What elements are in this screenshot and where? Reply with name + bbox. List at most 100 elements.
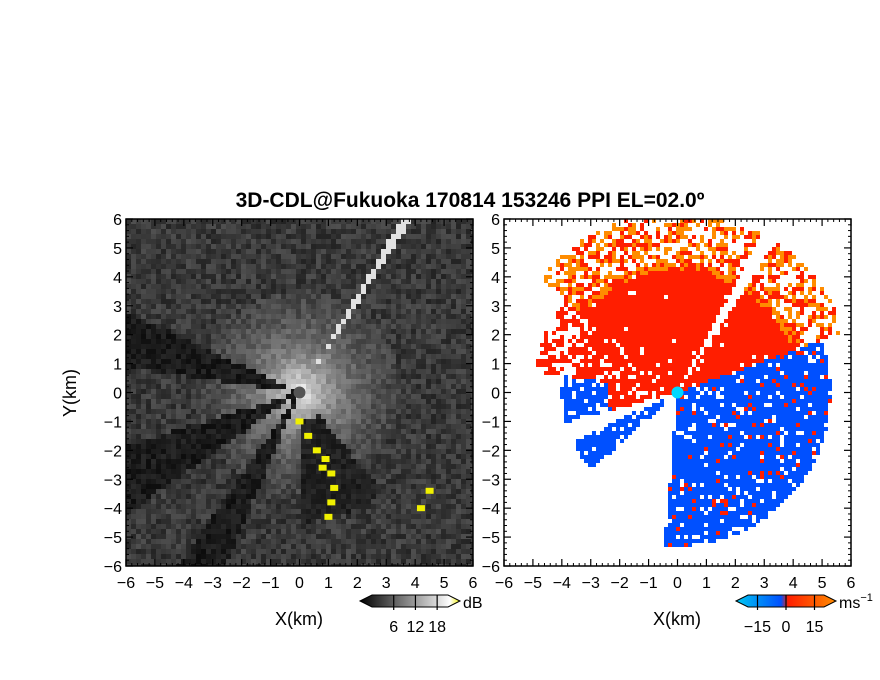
- reflectivity-pixel: [316, 499, 321, 504]
- reflectivity-pixel: [181, 419, 186, 424]
- reflectivity-pixel: [141, 364, 146, 369]
- reflectivity-pixel: [406, 564, 411, 566]
- reflectivity-pixel: [371, 364, 376, 369]
- reflectivity-pixel: [436, 364, 441, 369]
- reflectivity-pixel: [446, 299, 451, 304]
- high-reflectivity-spot: [304, 432, 313, 439]
- reflectivity-pixel: [366, 329, 371, 334]
- reflectivity-pixel: [196, 229, 201, 234]
- reflectivity-pixel: [146, 229, 151, 234]
- reflectivity-pixel: [466, 464, 471, 469]
- reflectivity-pixel: [421, 374, 426, 379]
- reflectivity-pixel: [216, 444, 221, 449]
- reflectivity-pixel: [441, 439, 446, 444]
- reflectivity-pixel: [206, 314, 211, 319]
- reflectivity-pixel: [406, 239, 411, 244]
- reflectivity-pixel: [141, 374, 146, 379]
- reflectivity-pixel: [126, 259, 131, 264]
- reflectivity-pixel: [281, 404, 286, 409]
- reflectivity-pixel: [366, 249, 371, 254]
- reflectivity-pixel: [241, 414, 246, 419]
- reflectivity-pixel: [231, 539, 236, 544]
- reflectivity-pixel: [426, 559, 431, 564]
- reflectivity-pixel: [471, 474, 473, 479]
- reflectivity-pixel: [471, 264, 473, 269]
- reflectivity-pixel: [181, 244, 186, 249]
- reflectivity-pixel: [211, 374, 216, 379]
- reflectivity-pixel: [391, 409, 396, 414]
- reflectivity-pixel: [186, 404, 191, 409]
- reflectivity-pixel: [346, 519, 351, 524]
- reflectivity-pixel: [141, 539, 146, 544]
- reflectivity-pixel: [166, 254, 171, 259]
- reflectivity-pixel: [426, 459, 431, 464]
- reflectivity-pixel: [311, 344, 316, 349]
- reflectivity-pixel: [361, 264, 366, 269]
- reflectivity-pixel: [471, 514, 473, 519]
- reflectivity-pixel: [156, 449, 161, 454]
- reflectivity-pixel: [296, 484, 301, 489]
- reflectivity-pixel: [151, 339, 156, 344]
- reflectivity-pixel: [156, 244, 161, 249]
- reflectivity-pixel: [256, 504, 261, 509]
- reflectivity-pixel: [206, 404, 211, 409]
- reflectivity-pixel: [311, 319, 316, 324]
- reflectivity-pixel: [346, 294, 351, 299]
- reflectivity-pixel: [346, 299, 351, 304]
- reflectivity-pixel: [161, 269, 166, 274]
- reflectivity-pixel: [191, 244, 196, 249]
- reflectivity-pixel: [376, 314, 381, 319]
- reflectivity-pixel: [301, 349, 306, 354]
- reflectivity-pixel: [221, 459, 226, 464]
- reflectivity-pixel: [131, 494, 136, 499]
- reflectivity-pixel: [251, 504, 256, 509]
- reflectivity-pixel: [416, 339, 421, 344]
- reflectivity-pixel: [146, 369, 151, 374]
- reflectivity-pixel: [406, 369, 411, 374]
- reflectivity-pixel: [216, 284, 221, 289]
- reflectivity-pixel: [326, 314, 331, 319]
- reflectivity-pixel: [356, 539, 361, 544]
- reflectivity-pixel: [241, 354, 246, 359]
- reflectivity-pixel: [276, 509, 281, 514]
- reflectivity-pixel: [136, 529, 141, 534]
- reflectivity-pixel: [181, 544, 186, 549]
- reflectivity-pixel: [301, 524, 306, 529]
- reflectivity-pixel: [291, 349, 296, 354]
- reflectivity-pixel: [136, 484, 141, 489]
- reflectivity-pixel: [271, 289, 276, 294]
- reflectivity-pixel: [386, 279, 391, 284]
- reflectivity-pixel: [126, 294, 131, 299]
- reflectivity-pixel: [401, 239, 406, 244]
- reflectivity-pixel: [336, 379, 341, 384]
- reflectivity-pixel: [141, 449, 146, 454]
- reflectivity-pixel: [251, 349, 256, 354]
- reflectivity-pixel: [261, 344, 266, 349]
- reflectivity-pixel: [191, 349, 196, 354]
- reflectivity-pixel: [466, 344, 471, 349]
- reflectivity-pixel: [361, 539, 366, 544]
- reflectivity-pixel: [156, 399, 161, 404]
- reflectivity-pixel: [136, 539, 141, 544]
- reflectivity-pixel: [466, 399, 471, 404]
- reflectivity-pixel: [181, 364, 186, 369]
- reflectivity-pixel: [186, 439, 191, 444]
- reflectivity-pixel: [131, 224, 136, 229]
- reflectivity-pixel: [401, 414, 406, 419]
- reflectivity-pixel: [436, 374, 441, 379]
- reflectivity-pixel: [216, 259, 221, 264]
- reflectivity-pixel: [321, 324, 326, 329]
- reflectivity-pixel: [301, 514, 306, 519]
- reflectivity-pixel: [141, 504, 146, 509]
- reflectivity-pixel: [196, 464, 201, 469]
- reflectivity-pixel: [426, 239, 431, 244]
- reflectivity-pixel: [296, 554, 301, 559]
- reflectivity-pixel: [281, 419, 286, 424]
- reflectivity-pixel: [436, 544, 441, 549]
- reflectivity-pixel: [296, 294, 301, 299]
- reflectivity-pixel: [326, 439, 331, 444]
- reflectivity-pixel: [401, 369, 406, 374]
- reflectivity-pixel: [401, 409, 406, 414]
- reflectivity-pixel: [426, 344, 431, 349]
